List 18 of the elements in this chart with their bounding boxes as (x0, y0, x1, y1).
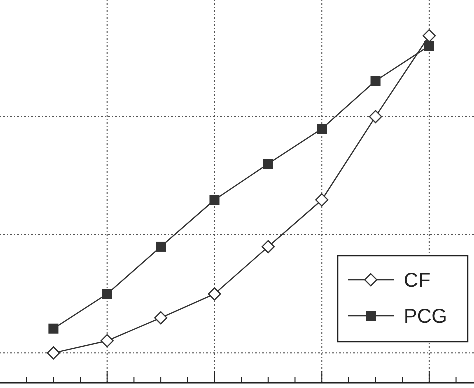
point (102, 289, 112, 300)
point (263, 159, 274, 170)
legend-label: CF (404, 270, 431, 292)
point (370, 76, 381, 86)
point (48, 324, 59, 334)
point (422, 29, 436, 43)
point (156, 242, 166, 252)
point (424, 41, 434, 52)
point (47, 346, 60, 360)
point (210, 195, 220, 206)
point (208, 288, 222, 301)
legend-label: PCG (404, 306, 448, 328)
point (262, 240, 276, 254)
point (315, 194, 329, 207)
point (369, 110, 382, 124)
point (100, 334, 114, 348)
point (154, 312, 168, 325)
point (317, 124, 328, 134)
